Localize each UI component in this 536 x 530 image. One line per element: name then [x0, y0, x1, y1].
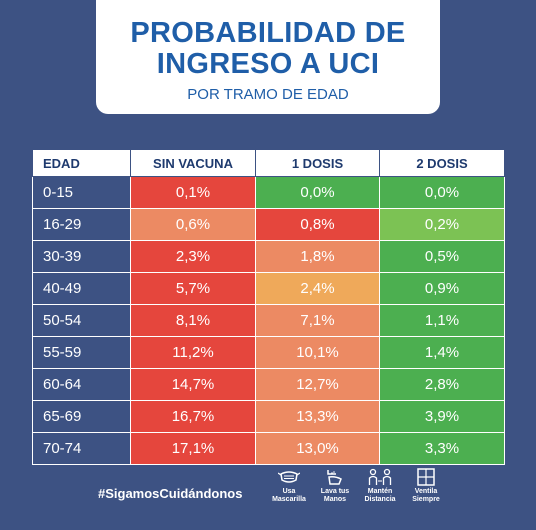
cell-one-dose: 12,7%	[255, 368, 380, 401]
cell-one-dose: 0,8%	[255, 208, 380, 241]
window-label-1: Ventila	[414, 488, 438, 495]
cell-two-doses: 0,0%	[379, 176, 505, 209]
mask-icon-group: Usa Mascarilla	[266, 468, 312, 504]
subtitle: POR TRAMO DE EDAD	[187, 86, 349, 103]
footer: #SigamosCuidándonos Usa Mascarilla Lava …	[0, 468, 536, 518]
age-range-cell: 30-39	[32, 240, 131, 273]
hand-wash-label-1: Lava tus	[320, 488, 350, 495]
distance-label-2: Distancia	[364, 496, 396, 503]
title-line-1: PROBABILIDAD DE	[130, 17, 406, 49]
age-range-cell: 40-49	[32, 272, 131, 305]
cell-no-vaccine: 14,7%	[130, 368, 256, 401]
cell-two-doses: 3,3%	[379, 432, 505, 465]
distance-icon-group: Mantén Distancia	[357, 468, 403, 504]
hand-wash-label-2: Manos	[323, 496, 347, 503]
cell-two-doses: 2,8%	[379, 368, 505, 401]
cell-one-dose: 13,0%	[255, 432, 380, 465]
cell-no-vaccine: 8,1%	[130, 304, 256, 337]
hand-wash-icon	[327, 470, 342, 485]
age-range-cell: 65-69	[32, 400, 131, 433]
cell-no-vaccine: 0,1%	[130, 176, 256, 209]
cell-one-dose: 2,4%	[255, 272, 380, 305]
header-no-vaccine: SIN VACUNA	[130, 149, 256, 177]
cell-no-vaccine: 2,3%	[130, 240, 256, 273]
cell-one-dose: 1,8%	[255, 240, 380, 273]
uci-probability-table: EDAD SIN VACUNA 1 DOSIS 2 DOSIS 0-15 0,1%…	[32, 149, 505, 465]
mask-label-2: Mascarilla	[272, 496, 306, 503]
cell-no-vaccine: 5,7%	[130, 272, 256, 305]
cell-no-vaccine: 0,6%	[130, 208, 256, 241]
table-row: 40-49 5,7% 2,4% 0,9%	[32, 272, 505, 305]
window-icon-group: Ventila Siempre	[403, 468, 449, 504]
window-label-2: Siempre	[412, 496, 440, 503]
cell-two-doses: 1,4%	[379, 336, 505, 369]
age-range-cell: 50-54	[32, 304, 131, 337]
mask-icon	[278, 471, 300, 483]
table-row: 55-59 11,2% 10,1% 1,4%	[32, 336, 505, 369]
table-row: 65-69 16,7% 13,3% 3,9%	[32, 400, 505, 433]
title-line-2: INGRESO A UCI	[156, 48, 380, 80]
cell-two-doses: 0,2%	[379, 208, 505, 241]
table-row: 50-54 8,1% 7,1% 1,1%	[32, 304, 505, 337]
header-age: EDAD	[32, 149, 131, 177]
table-row: 0-15 0,1% 0,0% 0,0%	[32, 176, 505, 209]
distance-icon	[368, 468, 392, 485]
title-card: PROBABILIDAD DE INGRESO A UCI POR TRAMO …	[96, 0, 440, 114]
age-range-cell: 0-15	[32, 176, 131, 209]
hashtag: #SigamosCuidándonos	[98, 486, 243, 501]
age-range-cell: 70-74	[32, 432, 131, 465]
table-row: 60-64 14,7% 12,7% 2,8%	[32, 368, 505, 401]
cell-one-dose: 13,3%	[255, 400, 380, 433]
age-range-cell: 16-29	[32, 208, 131, 241]
header-two-doses: 2 DOSIS	[379, 149, 505, 177]
cell-one-dose: 0,0%	[255, 176, 380, 209]
cell-two-doses: 0,5%	[379, 240, 505, 273]
table-row: 16-29 0,6% 0,8% 0,2%	[32, 208, 505, 241]
cell-no-vaccine: 16,7%	[130, 400, 256, 433]
cell-one-dose: 7,1%	[255, 304, 380, 337]
distance-label-1: Mantén	[367, 488, 393, 495]
table-row: 30-39 2,3% 1,8% 0,5%	[32, 240, 505, 273]
cell-one-dose: 10,1%	[255, 336, 380, 369]
mask-label-1: Usa	[282, 488, 296, 495]
age-range-cell: 55-59	[32, 336, 131, 369]
cell-no-vaccine: 11,2%	[130, 336, 256, 369]
cell-two-doses: 3,9%	[379, 400, 505, 433]
age-range-cell: 60-64	[32, 368, 131, 401]
hand-wash-icon-group: Lava tus Manos	[312, 468, 358, 504]
cell-no-vaccine: 17,1%	[130, 432, 256, 465]
header-one-dose: 1 DOSIS	[255, 149, 380, 177]
window-icon	[417, 468, 435, 486]
table-row: 70-74 17,1% 13,0% 3,3%	[32, 432, 505, 465]
cell-two-doses: 1,1%	[379, 304, 505, 337]
cell-two-doses: 0,9%	[379, 272, 505, 305]
table-header-row: EDAD SIN VACUNA 1 DOSIS 2 DOSIS	[32, 149, 505, 177]
